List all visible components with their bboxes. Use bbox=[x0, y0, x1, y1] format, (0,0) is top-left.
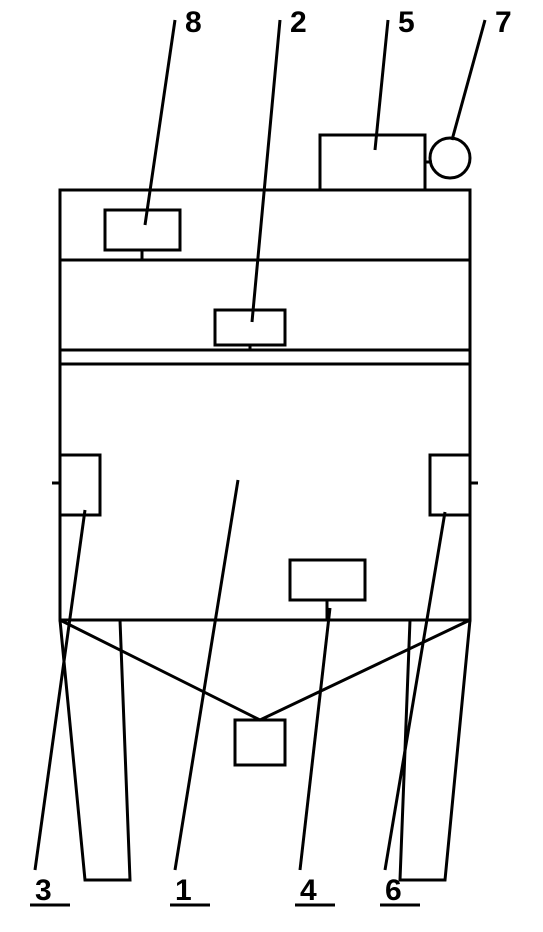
leader-8 bbox=[145, 20, 175, 225]
label-7: 7 bbox=[495, 6, 512, 39]
technical-diagram: 8 2 5 7 3 1 4 6 bbox=[0, 0, 543, 932]
leader-6 bbox=[385, 512, 445, 870]
component-2 bbox=[215, 310, 285, 345]
label-6: 6 bbox=[385, 874, 402, 907]
leg-0 bbox=[60, 620, 130, 880]
leader-1 bbox=[175, 480, 238, 870]
component-4 bbox=[290, 560, 365, 600]
component-5 bbox=[320, 135, 425, 190]
leader-7 bbox=[452, 20, 485, 140]
component-8 bbox=[105, 210, 180, 250]
component-3 bbox=[60, 455, 100, 515]
outlet-box bbox=[235, 720, 285, 765]
label-1: 1 bbox=[175, 874, 192, 907]
leader-4 bbox=[300, 608, 330, 870]
label-5: 5 bbox=[398, 6, 415, 39]
label-8: 8 bbox=[185, 6, 202, 39]
label-2: 2 bbox=[290, 6, 307, 39]
label-3: 3 bbox=[35, 874, 52, 907]
component-7 bbox=[430, 138, 470, 178]
main-body bbox=[60, 190, 470, 620]
leader-5 bbox=[375, 20, 388, 150]
label-4: 4 bbox=[300, 874, 317, 907]
diagram-layer: 8 2 5 7 3 1 4 6 bbox=[30, 6, 512, 907]
component-6 bbox=[430, 455, 470, 515]
leg-1 bbox=[400, 620, 470, 880]
leader-2 bbox=[252, 20, 280, 322]
